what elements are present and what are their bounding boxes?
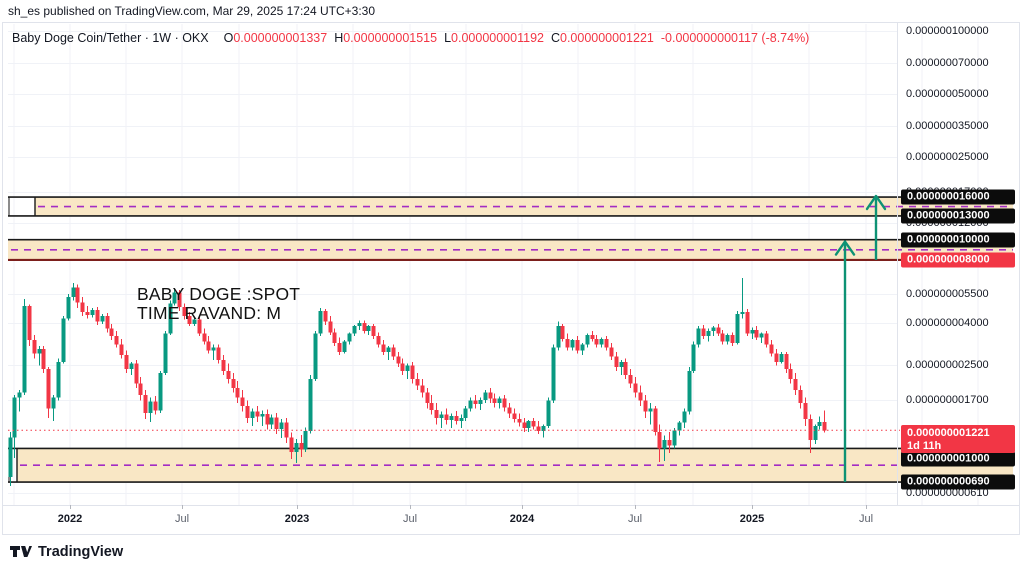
annotation-line2: TIME RAVAND: M [137,303,282,323]
low-label: L [444,31,452,45]
low-value: 0.000000001192 [451,31,544,45]
price-level-badge: 0.000000010000 [901,232,1015,248]
chart-text-annotation[interactable]: BABY DOGE :SPOT TIME RAVAND: M [137,285,300,323]
time-tick-label: Jul [174,513,190,525]
annotation-line1: BABY DOGE :SPOT [137,284,301,304]
price-tick-label: 0.000000000610 [906,487,989,500]
zone-resistance-upper[interactable] [8,196,1013,217]
symbol-title[interactable]: Baby Doge Coin/Tether · 1W · OKX [12,31,209,45]
time-axis-separator [3,505,1020,506]
current-price-badge: 0.000000001221 1d 11h [901,425,1015,454]
time-tick-label: Jul [858,513,874,525]
time-tick-mark [182,505,183,509]
time-tick-mark [635,505,636,509]
current-price-value: 0.000000001221 [907,427,990,440]
price-axis-separator [897,23,898,505]
time-tick-label: 2022 [57,513,83,525]
high-label: H [334,31,344,45]
price-level-badge: 0.000000008000 [901,252,1015,268]
price-level-badge: 0.000000001000 [901,451,1015,467]
projection-arrow-2[interactable] [865,194,887,260]
price-tick-label: 0.000000100000 [906,25,989,37]
price-level-badge: 0.000000013000 [901,208,1015,224]
chart-widget-border [2,22,1020,535]
price-tick-label: 0.000000025000 [906,150,989,163]
grid-lines [8,24,979,505]
tradingview-logo[interactable]: TradingView [10,543,123,560]
candles [8,278,827,487]
price-level-badge: 0.000000016000 [901,189,1015,205]
open-value: 0.000000001337 [233,31,328,45]
price-tick-label: 0.000000001700 [906,394,989,407]
high-value: 0.000000001515 [343,31,438,45]
chart-legend: Baby Doge Coin/Tether · 1W · OKX O0.00000… [12,31,809,45]
price-tick-label: 0.000000070000 [906,57,989,70]
time-tick-label: 2025 [739,513,765,525]
close-label: C [550,31,560,45]
zone-support-lower[interactable] [8,447,1013,483]
time-tick-label: Jul [627,513,643,525]
time-tick-label: Jul [402,513,418,525]
tradingview-wordmark: TradingView [38,543,124,560]
change-value: -0.000000000117 (-8.74%) [660,31,810,45]
bar-countdown: 1d 11h [907,440,942,453]
price-tick-label: 0.000000035000 [906,120,989,133]
price-tick-label: 0.000000050000 [906,87,989,100]
time-tick-mark [866,505,867,509]
time-tick-label: 2024 [509,513,535,525]
time-tick-mark [522,505,523,509]
time-tick-mark [70,505,71,509]
zone-resistance-mid[interactable] [8,238,1013,262]
time-tick-mark [297,505,298,509]
price-tick-label: 0.000000002500 [906,359,989,372]
tradingview-mark-icon [10,546,32,557]
publish-note: sh_es published on TradingView.com, Mar … [8,4,376,18]
open-label: O [223,31,234,45]
price-level-badge: 0.000000000690 [901,474,1015,490]
time-tick-mark [410,505,411,509]
price-tick-label: 0.000000005500 [906,287,989,300]
close-value: 0.000000001221 [560,31,654,45]
time-tick-mark [752,505,753,509]
projection-arrow-1[interactable] [834,240,856,483]
price-tick-label: 0.000000004000 [906,316,989,329]
time-tick-label: 2023 [284,513,310,525]
